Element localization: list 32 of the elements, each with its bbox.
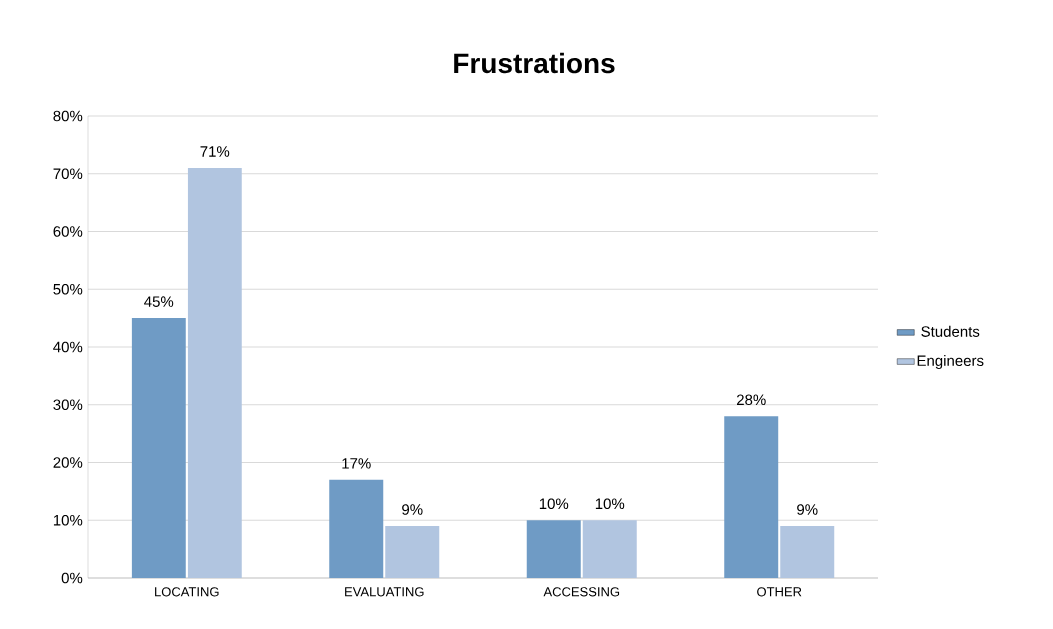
bar bbox=[780, 526, 835, 578]
y-tick-label: 70% bbox=[53, 168, 83, 180]
x-tick-label: LOCATING bbox=[155, 587, 219, 597]
legend-label: Students bbox=[921, 325, 980, 337]
x-tick-label: ACCESSING bbox=[543, 587, 620, 597]
y-tick-label: 50% bbox=[53, 283, 83, 295]
data-label: 10% bbox=[595, 498, 625, 510]
bar bbox=[385, 526, 440, 578]
bar bbox=[526, 520, 581, 578]
y-tick-label: 10% bbox=[53, 514, 83, 526]
x-tick-label: EVALUATING bbox=[345, 587, 424, 597]
x-tick-label: OTHER bbox=[757, 587, 802, 597]
bar bbox=[724, 416, 779, 578]
data-label: 71% bbox=[200, 146, 230, 157]
data-label: 9% bbox=[402, 504, 423, 515]
data-label: 17% bbox=[342, 458, 371, 469]
y-tick-label: 0% bbox=[61, 572, 83, 584]
y-tick-label: 40% bbox=[53, 341, 83, 353]
legend-label: Engineers bbox=[917, 354, 984, 369]
bar bbox=[582, 520, 637, 578]
data-label: 9% bbox=[797, 504, 818, 515]
data-label: 28% bbox=[736, 394, 766, 406]
y-tick-label: 20% bbox=[53, 457, 83, 468]
y-tick-label: 80% bbox=[53, 110, 83, 122]
data-label: 45% bbox=[144, 296, 174, 307]
chart-title: Frustrations bbox=[454, 52, 615, 74]
y-tick-label: 30% bbox=[53, 399, 83, 411]
y-tick-label: 60% bbox=[53, 226, 83, 237]
bar bbox=[131, 318, 186, 578]
bar bbox=[187, 167, 242, 578]
data-label: 10% bbox=[539, 498, 569, 510]
bar bbox=[329, 479, 384, 578]
